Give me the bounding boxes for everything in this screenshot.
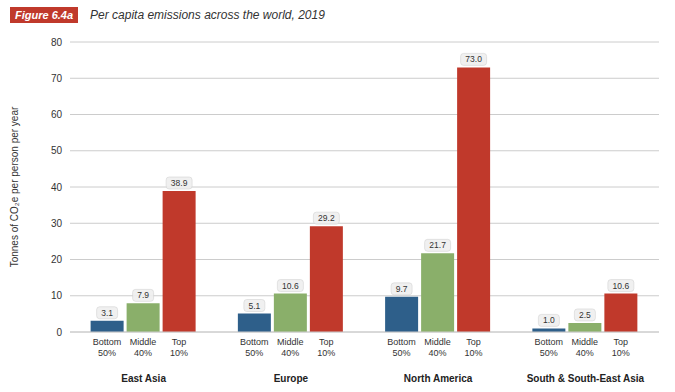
svg-text:29.2: 29.2 bbox=[318, 213, 335, 223]
svg-text:20: 20 bbox=[51, 254, 63, 265]
svg-text:50%: 50% bbox=[540, 348, 558, 358]
svg-text:40%: 40% bbox=[429, 348, 447, 358]
svg-text:50%: 50% bbox=[245, 348, 263, 358]
svg-text:5.1: 5.1 bbox=[248, 301, 260, 311]
svg-text:Bottom: Bottom bbox=[240, 337, 269, 347]
svg-text:Europe: Europe bbox=[274, 373, 309, 384]
svg-text:Bottom: Bottom bbox=[387, 337, 416, 347]
svg-text:Top: Top bbox=[172, 337, 187, 347]
svg-text:50%: 50% bbox=[98, 348, 116, 358]
svg-text:Top: Top bbox=[319, 337, 334, 347]
svg-text:60: 60 bbox=[51, 109, 63, 120]
svg-text:10%: 10% bbox=[170, 348, 188, 358]
svg-text:3.1: 3.1 bbox=[101, 308, 113, 318]
svg-text:10%: 10% bbox=[612, 348, 630, 358]
svg-text:10.6: 10.6 bbox=[282, 281, 299, 291]
svg-text:40%: 40% bbox=[134, 348, 152, 358]
svg-text:Bottom: Bottom bbox=[535, 337, 564, 347]
svg-text:40%: 40% bbox=[576, 348, 594, 358]
svg-text:38.9: 38.9 bbox=[171, 178, 188, 188]
svg-text:Top: Top bbox=[614, 337, 629, 347]
svg-text:2.5: 2.5 bbox=[579, 310, 591, 320]
svg-text:50: 50 bbox=[51, 145, 63, 156]
svg-text:50%: 50% bbox=[393, 348, 411, 358]
svg-text:10.6: 10.6 bbox=[613, 281, 630, 291]
svg-text:70: 70 bbox=[51, 73, 63, 84]
svg-text:Middle: Middle bbox=[424, 337, 451, 347]
svg-text:21.7: 21.7 bbox=[429, 240, 446, 250]
svg-text:10%: 10% bbox=[317, 348, 335, 358]
svg-text:9.7: 9.7 bbox=[396, 284, 408, 294]
svg-text:80: 80 bbox=[51, 37, 63, 48]
svg-text:Top: Top bbox=[466, 337, 481, 347]
svg-text:East Asia: East Asia bbox=[121, 373, 166, 384]
svg-text:7.9: 7.9 bbox=[137, 290, 149, 300]
svg-text:Middle: Middle bbox=[130, 337, 157, 347]
svg-text:North America: North America bbox=[404, 373, 473, 384]
html-text:Figure 6.4a: Figure 6.4a bbox=[15, 9, 74, 21]
svg-text:73.0: 73.0 bbox=[465, 54, 482, 64]
svg-text:40: 40 bbox=[51, 182, 63, 193]
svg-text:Tonnes of CO₂e per person per: Tonnes of CO₂e per person per year bbox=[9, 106, 20, 267]
svg-text:30: 30 bbox=[51, 218, 63, 229]
html-text:Per capita emissions across th: Per capita emissions across the world, 2… bbox=[90, 8, 325, 22]
svg-text:South & South-East Asia: South & South-East Asia bbox=[527, 373, 645, 384]
svg-text:40%: 40% bbox=[281, 348, 299, 358]
svg-text:Middle: Middle bbox=[572, 337, 599, 347]
svg-text:0: 0 bbox=[56, 327, 62, 338]
svg-text:10: 10 bbox=[51, 290, 63, 301]
svg-text:Bottom: Bottom bbox=[93, 337, 122, 347]
svg-text:Middle: Middle bbox=[277, 337, 304, 347]
svg-text:10%: 10% bbox=[465, 348, 483, 358]
svg-text:1.0: 1.0 bbox=[543, 315, 555, 325]
